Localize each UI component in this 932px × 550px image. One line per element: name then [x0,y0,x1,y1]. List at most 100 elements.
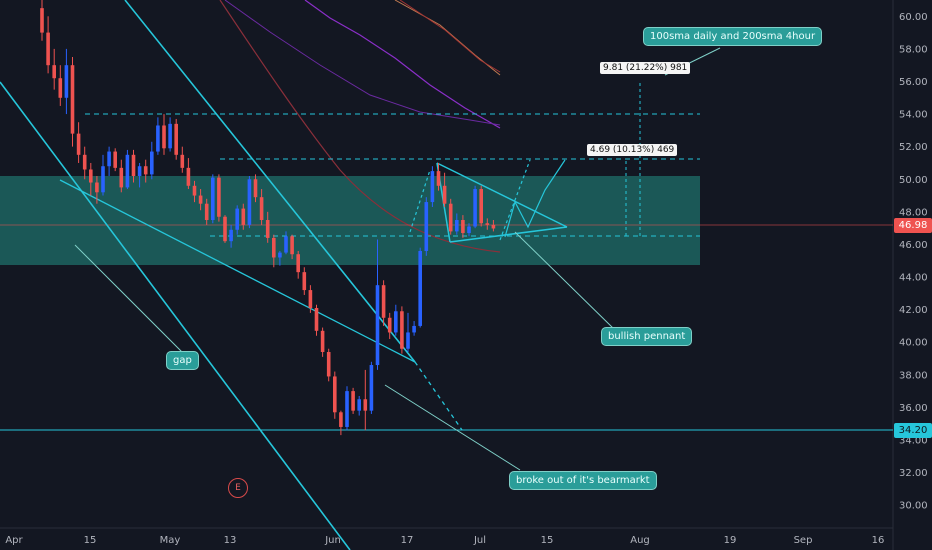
candle [70,57,75,147]
x-tick-label: Aug [630,535,650,546]
earnings-badge[interactable]: E [228,478,248,498]
candle-body [345,391,349,427]
candle-body [235,208,239,230]
candle-body [113,151,117,168]
candle-body [143,166,148,175]
x-tick-label: Jun [324,535,341,546]
bearmarket-callout[interactable]: broke out of it's bearmarkt [509,471,657,490]
candle-body [58,78,63,98]
candle [113,148,117,172]
candle-body [308,290,313,308]
candle [467,223,471,237]
level-price-tag: 34.20 [894,423,932,438]
candle [314,304,319,336]
candle [320,327,325,357]
pennant-callout[interactable]: bullish pennant [601,327,693,346]
candle-body [137,166,142,176]
x-tick-label: 16 [872,535,885,546]
y-tick-label: 50.00 [899,175,928,186]
candle-body [455,220,459,232]
moving-average-red [219,0,501,253]
candle-body [52,65,56,79]
candle [290,234,294,260]
candle [229,224,233,248]
candle-body [278,252,282,258]
candle [375,239,380,370]
callout-pointer-gap [74,244,186,356]
candle-body [253,179,258,198]
candle [448,198,453,235]
candle [436,162,441,191]
candle [406,312,410,352]
y-tick-label: 48.00 [899,207,928,218]
candle-body [125,154,130,188]
candle [339,410,343,436]
candle-body [211,177,215,220]
candle [40,0,44,41]
candle-body [46,32,50,66]
candle-body [168,123,172,149]
candle-body [95,182,99,193]
x-tick-label: Apr [5,535,23,546]
candle [46,16,50,74]
candle [284,231,288,255]
candle [180,146,185,173]
x-tick-label: May [160,535,181,546]
candle [137,162,142,188]
candle [412,321,416,336]
y-tick-label: 34.00 [899,436,928,447]
candle [64,48,69,115]
y-tick-label: 56.00 [899,77,928,88]
candle [461,215,465,238]
candle [241,203,246,230]
candle [302,267,307,295]
candle-body [259,197,264,220]
candle-body [473,189,477,227]
candle-body [76,133,81,155]
candle [272,234,276,268]
candle [473,185,477,229]
candle-body [424,202,429,251]
candle [259,189,264,225]
candle [394,304,398,336]
y-tick-label: 32.00 [899,468,928,479]
sma-callout[interactable]: 100sma daily and 200sma 4hour [643,27,823,46]
candle [186,158,191,190]
gap-callout[interactable]: gap [166,351,199,370]
candle-body [357,399,361,411]
candle-body [387,317,392,333]
trendline-inner [0,81,351,550]
trendline-extension [414,361,463,431]
candle-body [82,154,87,170]
candle-body [333,376,337,413]
candle-body [131,154,136,176]
candle-body [430,171,435,203]
candle [265,211,270,243]
candle-body [363,399,368,411]
candle [174,118,178,160]
candle-body [64,65,69,98]
candle [326,348,331,382]
candle-body [302,272,307,291]
candle-body [418,250,422,326]
x-tick-label: 13 [224,535,237,546]
x-tick-label: 15 [84,535,97,546]
candle-body [406,332,410,349]
x-tick-label: 15 [541,535,554,546]
candle [107,146,111,176]
candle-body [204,203,209,220]
candle [156,117,160,155]
candle-body [320,330,325,352]
candle-body [70,65,75,134]
x-tick-label: Sep [794,535,813,546]
candle-body [174,123,178,155]
candle [211,174,215,224]
candle [442,172,447,207]
trendline-outer [124,0,416,363]
candle [162,114,166,155]
candle-body [192,185,197,196]
candle-body [400,311,404,349]
candle-body [290,236,294,255]
candle [76,122,81,163]
